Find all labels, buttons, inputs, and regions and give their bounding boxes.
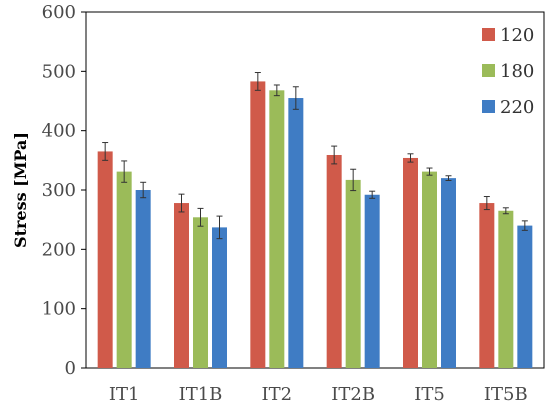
bars-layer	[97, 72, 533, 369]
x-tick-label: IT2B	[331, 384, 375, 405]
bar-180-IT5	[422, 171, 437, 368]
bar-220-IT1B	[212, 227, 227, 368]
x-tick-label: IT1B	[179, 384, 223, 405]
bar-220-IT2	[288, 98, 304, 369]
legend-label: 220	[500, 97, 534, 118]
legend-label: 180	[500, 61, 534, 82]
y-tick-label: 400	[42, 121, 76, 142]
y-axis-title: Stress [MPa]	[11, 132, 30, 248]
y-tick-label: 300	[42, 180, 76, 201]
x-ticks: IT1 IT1B IT2 IT2B IT5 IT5B	[109, 384, 528, 405]
x-tick-label: IT5	[414, 384, 445, 405]
legend-swatch-180	[482, 64, 495, 77]
bar-220-IT2B	[364, 194, 380, 368]
bar-220-IT5B	[517, 225, 533, 368]
y-tick-label: 200	[42, 239, 76, 260]
bar-180-IT2	[269, 90, 285, 368]
y-tick-label: 100	[42, 299, 76, 320]
bar-120-IT1B	[174, 203, 189, 368]
bar-220-IT1	[135, 190, 151, 368]
legend-label: 120	[500, 25, 534, 46]
y-ticks: 0 100 200 300 400 500 600	[42, 2, 86, 379]
bar-180-IT2B	[345, 179, 361, 368]
bar-120-IT5B	[479, 203, 495, 368]
bar-180-IT1	[116, 171, 132, 368]
bar-120-IT5	[403, 157, 418, 368]
x-tick-label: IT2	[262, 384, 293, 405]
x-tick-label: IT1	[109, 384, 140, 405]
legend: 120 180 220	[482, 25, 534, 118]
bar-120-IT2B	[326, 154, 342, 368]
bar-120-IT2	[250, 81, 266, 369]
plot-frame	[85, 11, 545, 369]
y-tick-label: 500	[42, 61, 76, 82]
legend-swatch-120	[482, 28, 495, 41]
bar-220-IT5	[441, 178, 456, 368]
legend-swatch-220	[482, 100, 495, 113]
x-tick-label: IT5B	[484, 384, 528, 405]
bar-120-IT1	[97, 151, 113, 368]
y-tick-label: 0	[65, 358, 76, 379]
y-tick-label: 600	[42, 2, 76, 23]
bar-180-IT5B	[498, 210, 514, 368]
bar-180-IT1B	[193, 217, 208, 368]
